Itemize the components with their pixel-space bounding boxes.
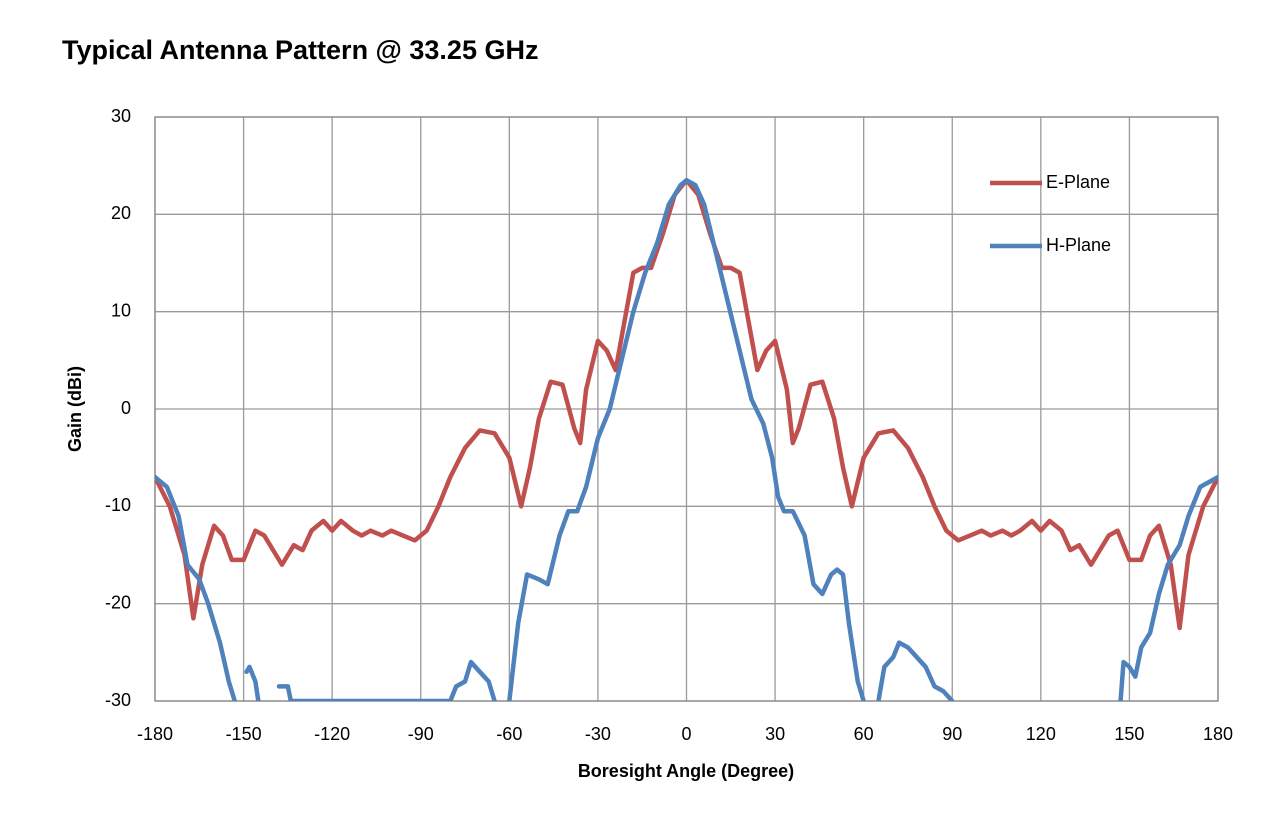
x-tick-label: 180 [1203,724,1233,744]
y-tick-label: -30 [105,690,131,710]
x-tick-label: 120 [1026,724,1056,744]
y-tick-label: 30 [111,106,131,126]
y-tick-label: -10 [105,495,131,515]
x-tick-label: 30 [765,724,785,744]
plot-frame [154,116,1219,702]
x-tick-label: 90 [942,724,962,744]
x-tick-label: 150 [1114,724,1144,744]
y-axis-title: Gain (dBi) [65,366,85,452]
series-line [155,178,1218,701]
y-tick-label: 0 [121,398,131,418]
x-tick-label: 0 [681,724,691,744]
legend-label: H-Plane [1046,235,1111,255]
y-tick-label: 20 [111,203,131,223]
y-tick-label: -20 [105,592,131,612]
x-tick-label: -30 [585,724,611,744]
x-tick-label: -180 [137,724,173,744]
y-tick-label: 10 [111,300,131,320]
x-tick-label: -60 [496,724,522,744]
x-tick-label: -150 [226,724,262,744]
x-tick-label: -120 [314,724,350,744]
x-tick-label: -90 [408,724,434,744]
chart-title: Typical Antenna Pattern @ 33.25 GHz [62,35,538,65]
legend-label: E-Plane [1046,172,1110,192]
x-axis-title: Boresight Angle (Degree) [578,761,794,781]
x-tick-label: 60 [854,724,874,744]
plot-area [155,178,1218,701]
